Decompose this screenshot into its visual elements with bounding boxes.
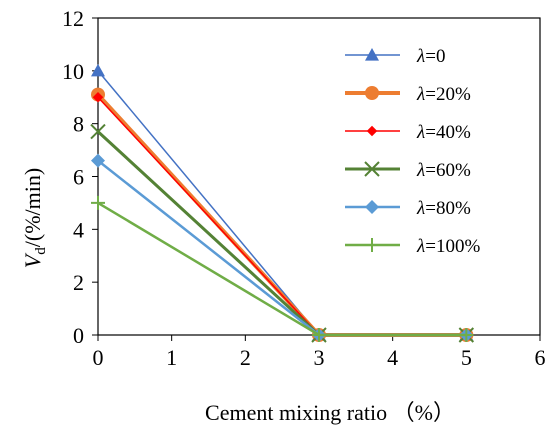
data-point-marker [312,328,326,342]
legend-label-symbol: λ [416,46,425,67]
data-point-marker [92,92,104,103]
y-tick-label: 6 [73,165,84,190]
legend: λ=0λ=20%λ=40%λ=60%λ=80%λ=100% [345,46,480,257]
legend-swatch-marker [365,48,379,61]
y-tick-label: 8 [73,112,84,137]
series-layer [90,63,475,343]
legend-label-symbol: λ [416,84,425,105]
x-axis-title: Cement mixing ratio （%） [205,400,455,425]
legend-label-value: =20% [425,84,471,105]
legend-swatch-marker [365,238,379,252]
x-tick-label: 5 [461,345,472,370]
x-tick-label: 0 [93,345,104,370]
x-tick-label: 3 [314,345,325,370]
legend-label-symbol: λ [416,122,425,143]
series-1 [91,87,474,342]
legend-entry: λ=40% [345,122,471,143]
legend-entry: λ=20% [345,84,471,105]
legend-label: λ=40% [416,122,471,143]
legend-label-value: =0 [425,46,445,67]
legend-entry: λ=0 [345,46,445,67]
legend-label: λ=60% [416,160,471,181]
y-tick-label: 4 [73,217,84,242]
data-point-marker [91,153,105,168]
x-tick-label: 6 [535,345,546,370]
data-point-marker [91,63,105,77]
y-tick-label: 0 [73,323,84,348]
plot-frame [97,17,541,336]
plot-area-border [97,17,541,336]
legend-entry: λ=100% [345,236,480,257]
data-point-marker [90,123,106,140]
data-point-marker [459,328,474,342]
legend-entry: λ=80% [345,198,471,219]
series-5 [91,195,474,342]
legend-label-value: =80% [425,198,471,219]
y-tick-label: 12 [62,6,84,31]
legend-label-value: =60% [425,160,471,181]
series-line [97,201,467,337]
legend-swatch-marker [365,86,379,100]
x-tick-label: 2 [240,345,251,370]
legend-label-symbol: λ [416,236,425,257]
legend-swatch-marker [364,161,380,177]
series-line [96,93,467,337]
x-tick-label: 4 [387,345,398,370]
legend-label-symbol: λ [416,160,425,181]
x-tick-label: 1 [166,345,177,370]
legend-label-value: =40% [425,122,471,143]
y-axis-title: Vd/(%/min) [20,168,49,268]
legend-label: λ=0 [416,46,445,67]
legend-label: λ=20% [416,84,471,105]
legend-label: λ=100% [416,236,480,257]
legend-swatch-marker [365,200,379,214]
legend-entry: λ=60% [345,160,471,181]
y-axis-title-unit: /(%/min) [20,168,45,247]
y-tick-label: 2 [73,270,84,295]
y-axis-title-subscript: d [33,247,49,255]
legend-label: λ=80% [416,198,471,219]
legend-label-symbol: λ [416,198,425,219]
y-tick-label: 10 [62,59,84,84]
legend-label-value: =100% [425,236,480,257]
y-axis-title-var: V [20,252,45,268]
legend-swatch-marker [366,125,378,137]
series-line [97,159,467,337]
data-point-marker [91,195,105,210]
